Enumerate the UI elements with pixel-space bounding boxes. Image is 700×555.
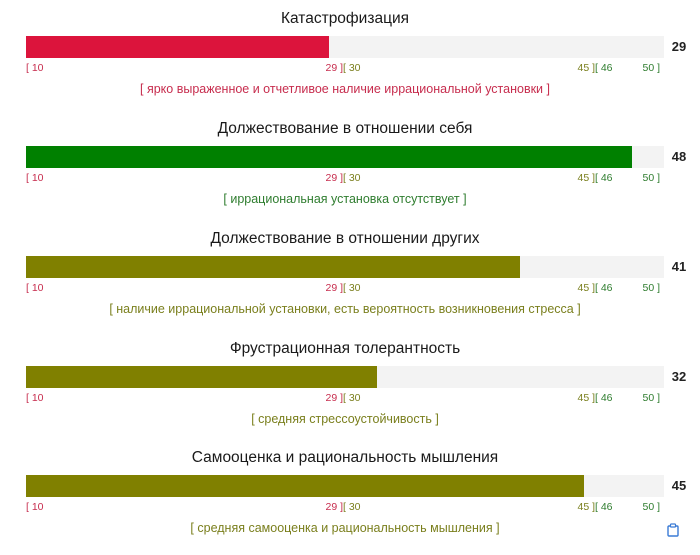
bar-value-label: 45	[671, 478, 687, 493]
range-marker-label: 45 ]	[577, 282, 595, 294]
range-marker-label: 50 ]	[642, 392, 660, 404]
range-marker-label: [ 46	[595, 62, 613, 74]
range-marker-label: 29 ]	[325, 282, 343, 294]
range-marker-label: [ 30	[343, 62, 361, 74]
scale-block: Должествование в отношении себя 48 [ 10 29 …	[0, 118, 700, 226]
range-marker-label: [ 46	[595, 392, 613, 404]
interpretation-text: [ иррациональная установка отсутствует ]	[223, 192, 467, 206]
bar	[26, 256, 520, 278]
scale-block: Катастрофизация 29 [ 10 29 ][ 30 45 ][ 46 50 …	[0, 8, 700, 116]
range-marker-label: [ 30	[343, 172, 361, 184]
bar-value-label: 41	[671, 259, 687, 274]
scale-title: Должествование в отношении других	[210, 230, 480, 247]
range-marker-label: 29 ]	[325, 501, 343, 513]
range-markers: [ 10 29 ][ 30 45 ][ 46 50 ]	[26, 281, 664, 295]
clipboard-icon-graphic	[667, 523, 679, 537]
range-marker-label: [ 46	[595, 282, 613, 294]
range-markers: [ 10 29 ][ 30 45 ][ 46 50 ]	[26, 500, 664, 514]
range-marker-label: [ 46	[595, 172, 613, 184]
range-marker-label: [ 10	[26, 62, 44, 74]
scale-block: Фрустрационная толерантность 32[ 10 29 ][ …	[0, 338, 700, 446]
range-marker-label: 29 ]	[325, 172, 343, 184]
bar-track	[26, 36, 664, 58]
interpretation-text: [ средняя стрессоустойчивость ]	[251, 412, 439, 426]
range-marker-label: 50 ]	[642, 62, 660, 74]
scale-title: Фрустрационная толерантность	[229, 340, 461, 357]
bar	[26, 475, 584, 497]
range-marker-label: 45 ]	[577, 501, 595, 513]
scale-title: Самооценка и рациональность мышления	[191, 449, 499, 466]
range-marker-label: [ 46	[595, 501, 613, 513]
interpretation-text: [ наличие иррациональной установки, есть…	[109, 302, 581, 316]
range-marker-label: [ 10	[26, 501, 44, 513]
bar-value-label: 29	[671, 39, 687, 54]
range-marker-label: [ 30	[343, 501, 361, 513]
scale-title: Должествование в отношении себя	[217, 120, 473, 137]
bar-track	[26, 366, 664, 388]
scale-block: Должествование в отношении других 41 [ 10 2…	[0, 228, 700, 336]
bar-value-label: 32	[671, 369, 687, 384]
range-marker-label: 29 ]	[325, 392, 343, 404]
bar	[26, 366, 377, 388]
range-marker-label: 45 ]	[577, 62, 595, 74]
range-marker-label: [ 10	[26, 392, 44, 404]
range-marker-label: 45 ]	[577, 172, 595, 184]
range-markers: [ 10 29 ][ 30 45 ][ 46 50 ]	[26, 61, 664, 75]
bar-value-label: 48	[671, 149, 687, 164]
bar-track	[26, 475, 664, 497]
range-marker-label: 50 ]	[642, 172, 660, 184]
clipboard-icon[interactable]	[666, 523, 680, 537]
interpretation-text: [ средняя самооценка и рациональность мы…	[190, 521, 500, 535]
range-markers: [ 10 29 ][ 30 45 ][ 46 50 ]	[26, 171, 664, 185]
bar-track	[26, 146, 664, 168]
interpretation-text: [ ярко выраженное и отчетливое наличие и…	[140, 82, 550, 96]
bar-track	[26, 256, 664, 278]
bar	[26, 146, 632, 168]
range-marker-label: [ 30	[343, 282, 361, 294]
range-marker-label: 45 ]	[577, 392, 595, 404]
range-marker-label: 50 ]	[642, 501, 660, 513]
range-marker-label: [ 30	[343, 392, 361, 404]
range-marker-label: 29 ]	[325, 62, 343, 74]
bar	[26, 36, 329, 58]
range-marker-label: [ 10	[26, 282, 44, 294]
range-marker-label: [ 10	[26, 172, 44, 184]
range-marker-label: 50 ]	[642, 282, 660, 294]
range-markers: [ 10 29 ][ 30 45 ][ 46 50 ]	[26, 391, 664, 405]
scale-block: Самооценка и рациональность мышления 45 [ …	[0, 447, 700, 555]
scale-title: Катастрофизация	[280, 10, 409, 27]
